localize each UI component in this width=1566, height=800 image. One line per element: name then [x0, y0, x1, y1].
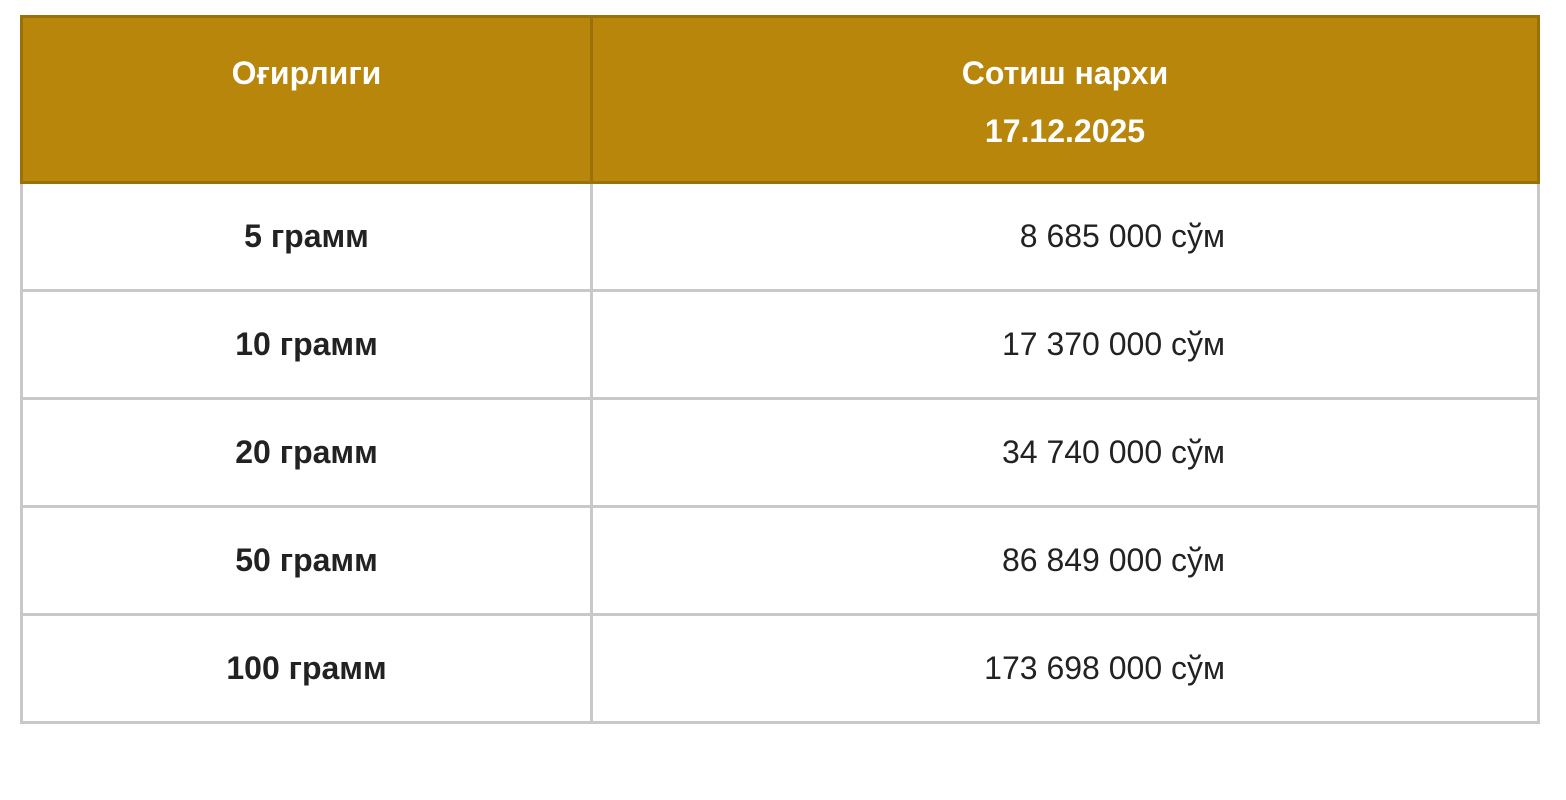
- price-cell: 173 698 000 сўм: [590, 613, 1540, 724]
- weight-cell: 10 грамм: [20, 289, 593, 400]
- table-row: 100 грамм 173 698 000 сўм: [20, 613, 1540, 724]
- header-cell: Оғирлиги: [20, 15, 593, 184]
- weight-cell: 100 грамм: [20, 613, 593, 724]
- price-cell: 86 849 000 сўм: [590, 505, 1540, 616]
- table-row: 5 грамм 8 685 000 сўм: [20, 181, 1540, 292]
- header-date: 17.12.2025: [984, 113, 1146, 149]
- header-row: Оғирлиги Сотиш нархи 17.12.2025: [20, 15, 1540, 184]
- table-row: 50 грамм 86 849 000 сўм: [20, 505, 1540, 616]
- price-cell: 8 685 000 сўм: [590, 181, 1540, 292]
- table-body: 5 грамм 8 685 000 сўм 10 грамм 17 370 000 с…: [20, 181, 1540, 724]
- header-text: Оғирлиги: [231, 55, 382, 91]
- price-table: Оғирлиги Сотиш нархи 17.12.2025 5 грамм 8 …: [20, 15, 1540, 724]
- weight-cell: 5 грамм: [20, 181, 593, 292]
- header-cell: Сотиш нархи 17.12.2025: [590, 15, 1540, 184]
- weight-cell: 20 грамм: [20, 397, 593, 508]
- weight-cell: 50 грамм: [20, 505, 593, 616]
- header-text: Сотиш нархи: [961, 55, 1169, 91]
- table-row: 20 грамм 34 740 000 сўм: [20, 397, 1540, 508]
- price-cell: 17 370 000 сўм: [590, 289, 1540, 400]
- price-cell: 34 740 000 сўм: [590, 397, 1540, 508]
- table-row: 10 грамм 17 370 000 сўм: [20, 289, 1540, 400]
